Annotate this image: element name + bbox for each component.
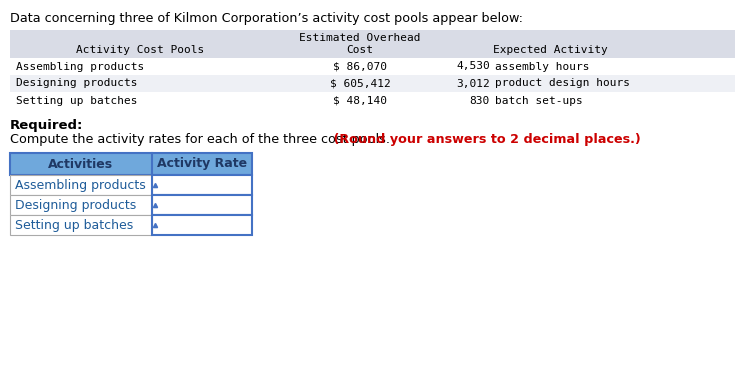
Bar bbox=[10, 215, 152, 235]
Bar bbox=[152, 215, 252, 235]
Text: Setting up batches: Setting up batches bbox=[15, 219, 133, 231]
Text: product design hours: product design hours bbox=[495, 78, 630, 88]
Bar bbox=[10, 195, 152, 215]
Text: $ 48,140: $ 48,140 bbox=[333, 96, 387, 105]
Bar bbox=[10, 175, 152, 195]
Text: assembly hours: assembly hours bbox=[495, 61, 589, 72]
Bar bbox=[152, 195, 252, 215]
Text: $ 86,070: $ 86,070 bbox=[333, 61, 387, 72]
Bar bbox=[10, 92, 735, 109]
Text: Assembling products: Assembling products bbox=[15, 178, 146, 192]
Bar bbox=[152, 175, 252, 195]
Bar bbox=[10, 58, 735, 75]
Text: Designing products: Designing products bbox=[16, 78, 138, 88]
Text: Expected Activity: Expected Activity bbox=[493, 45, 607, 55]
Bar bbox=[10, 215, 252, 235]
Text: Required:: Required: bbox=[10, 119, 83, 132]
Bar bbox=[10, 153, 252, 175]
Text: 830: 830 bbox=[470, 96, 490, 105]
Bar bbox=[10, 75, 735, 92]
Text: Data concerning three of Kilmon Corporation’s activity cost pools appear below:: Data concerning three of Kilmon Corporat… bbox=[10, 12, 523, 25]
Text: 4,530: 4,530 bbox=[456, 61, 490, 72]
Text: Designing products: Designing products bbox=[15, 199, 136, 211]
Text: Activities: Activities bbox=[49, 158, 114, 170]
Text: Activity Cost Pools: Activity Cost Pools bbox=[76, 45, 204, 55]
Text: (Round your answers to 2 decimal places.): (Round your answers to 2 decimal places.… bbox=[330, 133, 641, 146]
Text: 3,012: 3,012 bbox=[456, 78, 490, 88]
Bar bbox=[10, 30, 735, 58]
Text: Setting up batches: Setting up batches bbox=[16, 96, 138, 105]
Text: $ 605,412: $ 605,412 bbox=[330, 78, 390, 88]
Bar bbox=[10, 175, 252, 195]
Text: batch set-ups: batch set-ups bbox=[495, 96, 583, 105]
Bar bbox=[10, 195, 252, 215]
Bar bbox=[10, 153, 252, 175]
Text: Estimated Overhead: Estimated Overhead bbox=[300, 33, 421, 43]
Text: Assembling products: Assembling products bbox=[16, 61, 145, 72]
Text: Compute the activity rates for each of the three cost pools.: Compute the activity rates for each of t… bbox=[10, 133, 390, 146]
Text: Activity Rate: Activity Rate bbox=[157, 158, 247, 170]
Text: Cost: Cost bbox=[347, 45, 374, 55]
